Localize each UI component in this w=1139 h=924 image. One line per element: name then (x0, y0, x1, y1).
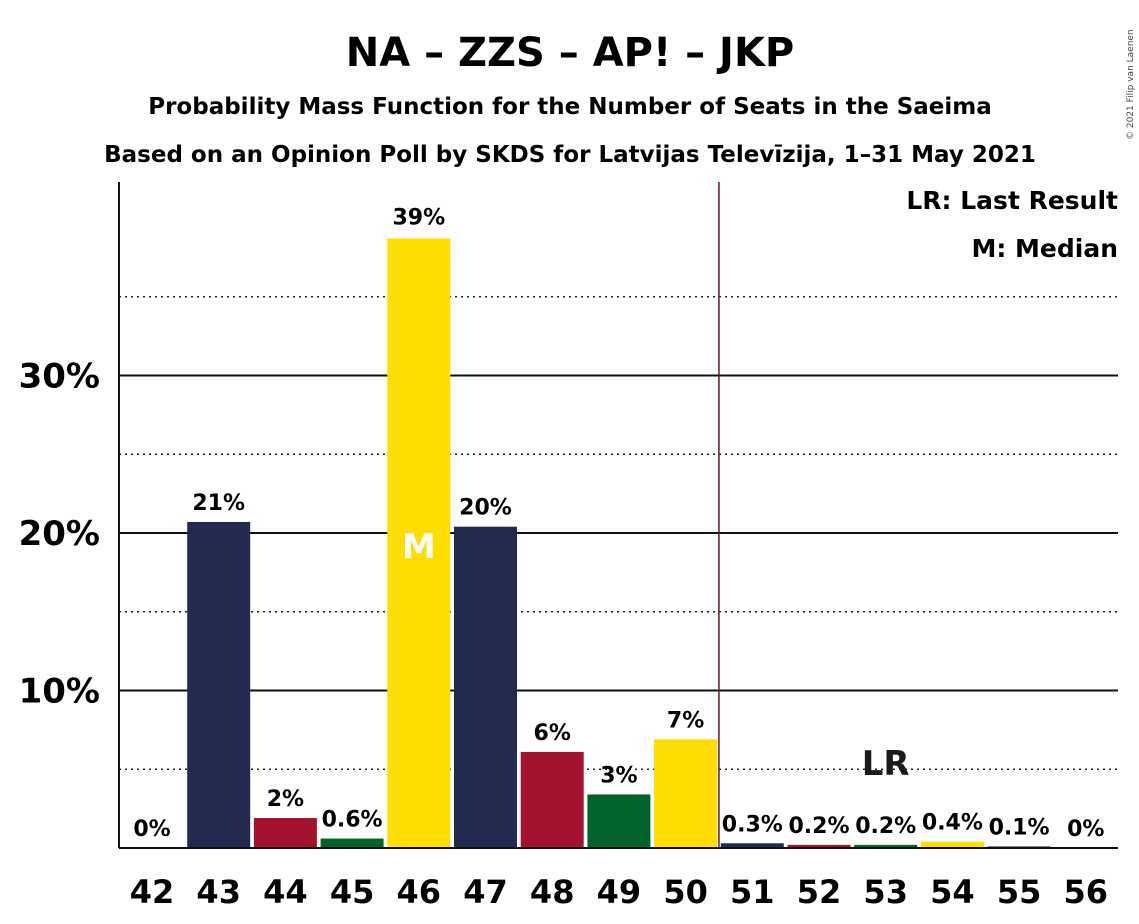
x-tick-label: 46 (397, 873, 442, 911)
axes: 10% 20% 30% 42 43 44 45 46 47 48 49 50 51 52 53 54 55 56 (19, 182, 1118, 911)
grid-lines (119, 182, 1118, 848)
x-tick-label: 44 (263, 873, 308, 911)
y-tick-label: 20% (19, 514, 100, 554)
bar-value-label: 7% (667, 708, 704, 733)
x-tick-label: 48 (530, 873, 575, 911)
bar-50 (654, 739, 718, 848)
bar-value-label: 0.6% (322, 808, 383, 833)
x-tick-label: 45 (330, 873, 375, 911)
bar-value-label: 0.2% (855, 814, 916, 839)
x-tick-label: 55 (997, 873, 1042, 911)
x-tick-label: 56 (1064, 873, 1109, 911)
bar-value-label: 0.1% (989, 815, 1050, 840)
legend-last-result: LR: Last Result (906, 186, 1118, 215)
copyright-text: © 2021 Filip van Laenen (1126, 29, 1136, 140)
bar-value-label: 0.3% (722, 812, 783, 837)
y-tick-label: 10% (19, 672, 100, 712)
bar-value-label: 0.2% (788, 814, 849, 839)
y-tick-label: 30% (19, 357, 100, 397)
bar-value-label: 0% (133, 817, 170, 842)
x-tick-label: 52 (797, 873, 842, 911)
bar-44 (253, 818, 317, 848)
median-marker: M (402, 527, 436, 567)
x-tick-label: 53 (863, 873, 908, 911)
x-tick-label: 47 (463, 873, 508, 911)
bar-46 (387, 238, 451, 849)
legend-median: M: Median (971, 234, 1118, 263)
bar-54 (920, 841, 984, 848)
chart-subtitle: Probability Mass Function for the Number… (148, 94, 992, 120)
bars: 0%21%2%0.6%39%M20%6%3%7%0.3% 0.2% 0.2%LR0.… (133, 205, 1104, 849)
bar-51 (720, 843, 784, 848)
x-tick-label: 50 (663, 873, 708, 911)
x-tick-label: 54 (930, 873, 975, 911)
bar-43 (187, 521, 251, 848)
bar-53 (854, 844, 918, 848)
bar-value-label: 20% (459, 496, 512, 521)
bar-value-label: 0.4% (922, 811, 983, 836)
x-tick-label: 51 (730, 873, 775, 911)
chart-subtitle-source: Based on an Opinion Poll by SKDS for Lat… (104, 142, 1036, 168)
bar-value-label: 39% (392, 205, 445, 230)
bar-value-label: 21% (192, 491, 245, 516)
last-result-marker: LR (862, 744, 910, 784)
bar-49 (587, 794, 651, 848)
bar-value-label: 6% (534, 721, 571, 746)
x-tick-label: 43 (196, 873, 241, 911)
bar-value-label: 2% (267, 787, 304, 812)
bar-48 (520, 751, 584, 848)
bar-value-label: 0% (1067, 817, 1104, 842)
x-tick-label: 42 (130, 873, 175, 911)
bar-45 (320, 838, 384, 848)
bar-52 (787, 844, 851, 848)
bar-47 (454, 526, 517, 848)
x-tick-label: 49 (597, 873, 642, 911)
bar-value-label: 3% (600, 763, 637, 788)
chart-title: NA – ZZS – AP! – JKP (346, 30, 795, 76)
